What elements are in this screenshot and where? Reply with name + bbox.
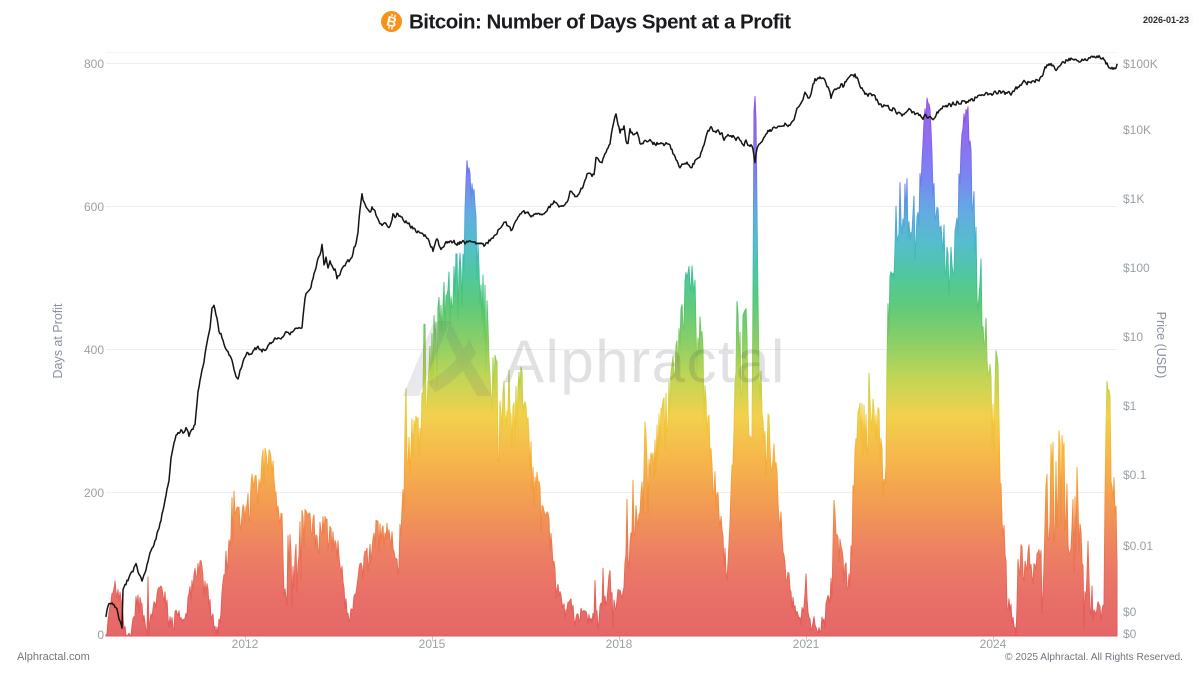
svg-text:$1: $1 — [1123, 399, 1137, 413]
svg-text:2026-01-23: 2026-01-23 — [1143, 15, 1189, 25]
svg-text:800: 800 — [84, 57, 104, 71]
svg-text:$100K: $100K — [1123, 57, 1158, 71]
svg-text:200: 200 — [84, 486, 104, 500]
svg-text:$0: $0 — [1123, 627, 1137, 641]
svg-text:2024: 2024 — [980, 637, 1007, 651]
svg-text:2018: 2018 — [606, 637, 633, 651]
svg-text:Alphractal.com: Alphractal.com — [17, 651, 90, 663]
svg-text:0: 0 — [97, 628, 104, 642]
svg-text:2012: 2012 — [232, 637, 259, 651]
svg-text:$1K: $1K — [1123, 192, 1144, 206]
svg-text:$0.1: $0.1 — [1123, 468, 1147, 482]
svg-text:2015: 2015 — [419, 637, 446, 651]
svg-text:600: 600 — [84, 200, 104, 214]
svg-text:2021: 2021 — [793, 637, 820, 651]
svg-text:$0.01: $0.01 — [1123, 539, 1153, 553]
svg-text:$10K: $10K — [1123, 123, 1151, 137]
svg-text:Alphractal: Alphractal — [504, 328, 786, 395]
svg-text:400: 400 — [84, 343, 104, 357]
svg-text:$0: $0 — [1123, 605, 1137, 619]
svg-text:© 2025 Alphractal. All Rights: © 2025 Alphractal. All Rights Reserved. — [1005, 652, 1183, 663]
svg-text:Bitcoin: Number of Days Spent: Bitcoin: Number of Days Spent at a Profi… — [409, 11, 791, 34]
svg-text:$100: $100 — [1123, 261, 1150, 275]
svg-text:Price (USD): Price (USD) — [1154, 312, 1168, 379]
svg-text:$10: $10 — [1123, 330, 1143, 344]
svg-text:Days at Profit: Days at Profit — [51, 303, 65, 379]
